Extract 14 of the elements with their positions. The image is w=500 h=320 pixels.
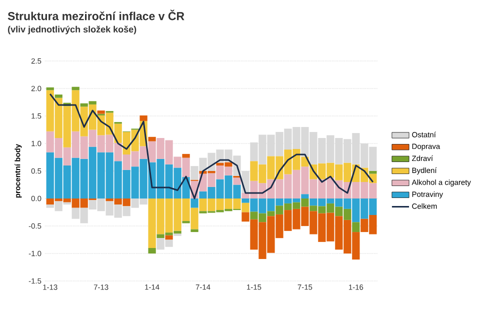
- bar: [148, 248, 156, 254]
- bar: [54, 94, 62, 98]
- bar: [165, 235, 173, 240]
- bar: [190, 229, 198, 232]
- bar: [233, 178, 241, 185]
- bar: [148, 136, 156, 142]
- bar: [190, 198, 198, 208]
- bar: [182, 154, 190, 158]
- chart-subtitle: (vliv jednotlivých složek koše): [8, 26, 136, 34]
- bar: [140, 115, 148, 121]
- chart-title: Struktura meziroční inflace v ČR: [8, 10, 184, 20]
- bar: [352, 222, 360, 232]
- bar: [301, 194, 309, 198]
- bar: [97, 110, 105, 114]
